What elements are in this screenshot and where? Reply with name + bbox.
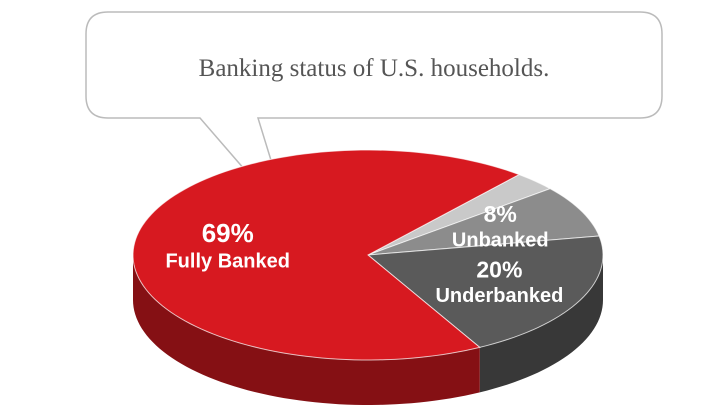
chart-title: Banking status of U.S. households. bbox=[199, 55, 550, 82]
category-label: Fully Banked bbox=[165, 251, 289, 273]
value-label: 8% bbox=[484, 201, 517, 227]
value-label: 69% bbox=[202, 218, 254, 248]
category-label: Not sure bbox=[523, 160, 568, 172]
pie-slice bbox=[367, 174, 552, 256]
value-label: 20% bbox=[476, 256, 522, 282]
pie-slice bbox=[366, 235, 604, 348]
category-label: Underbanked bbox=[435, 285, 563, 307]
pie-side bbox=[133, 255, 480, 405]
pie-side bbox=[479, 255, 603, 393]
category-label: Unbanked bbox=[452, 230, 549, 252]
pie-slice bbox=[132, 149, 521, 361]
pie bbox=[132, 149, 604, 405]
pie-sides bbox=[133, 255, 603, 405]
pie-slice bbox=[367, 188, 600, 256]
pie-tops bbox=[132, 149, 604, 361]
value-label: 3% bbox=[535, 142, 557, 159]
